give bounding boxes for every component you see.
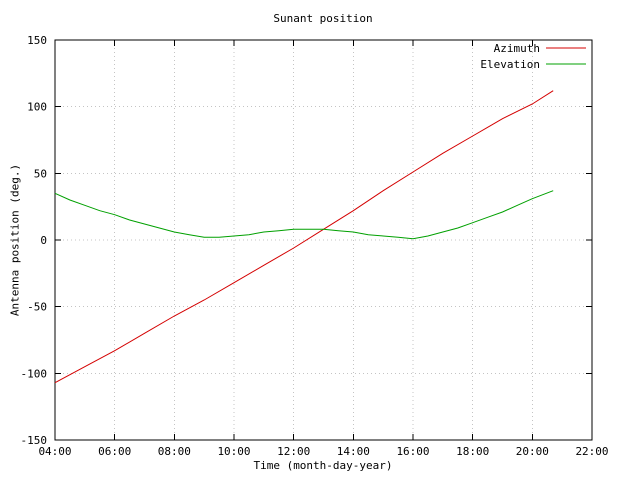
y-tick-label: -100 xyxy=(21,367,48,380)
y-tick-label: 100 xyxy=(27,101,47,114)
y-axis-label: Antenna position (deg.) xyxy=(8,163,22,317)
legend-label-elevation: Elevation xyxy=(480,58,540,71)
x-tick-label: 22:00 xyxy=(575,445,608,458)
x-tick-label: 20:00 xyxy=(516,445,549,458)
x-tick-label: 18:00 xyxy=(456,445,489,458)
x-tick-label: 14:00 xyxy=(337,445,370,458)
chart-title: Sunant position xyxy=(273,12,373,25)
series-line-azimuth xyxy=(54,90,554,384)
x-tick-label: 12:00 xyxy=(277,445,310,458)
series-line-elevation xyxy=(54,190,554,240)
legend-label-azimuth: Azimuth xyxy=(494,42,540,55)
x-tick-label: 08:00 xyxy=(158,445,191,458)
x-tick-label: 06:00 xyxy=(98,445,131,458)
y-tick-label: -50 xyxy=(27,301,47,314)
y-tick-label: -150 xyxy=(21,434,48,447)
y-tick-label: 0 xyxy=(40,234,47,247)
x-tick-label: 16:00 xyxy=(396,445,429,458)
y-tick-label: 50 xyxy=(34,167,47,180)
x-tick-label: 10:00 xyxy=(217,445,250,458)
y-tick-label: 150 xyxy=(27,34,47,47)
x-tick-label: 04:00 xyxy=(38,445,71,458)
x-axis-label: Time (month-day-year) xyxy=(253,459,393,472)
